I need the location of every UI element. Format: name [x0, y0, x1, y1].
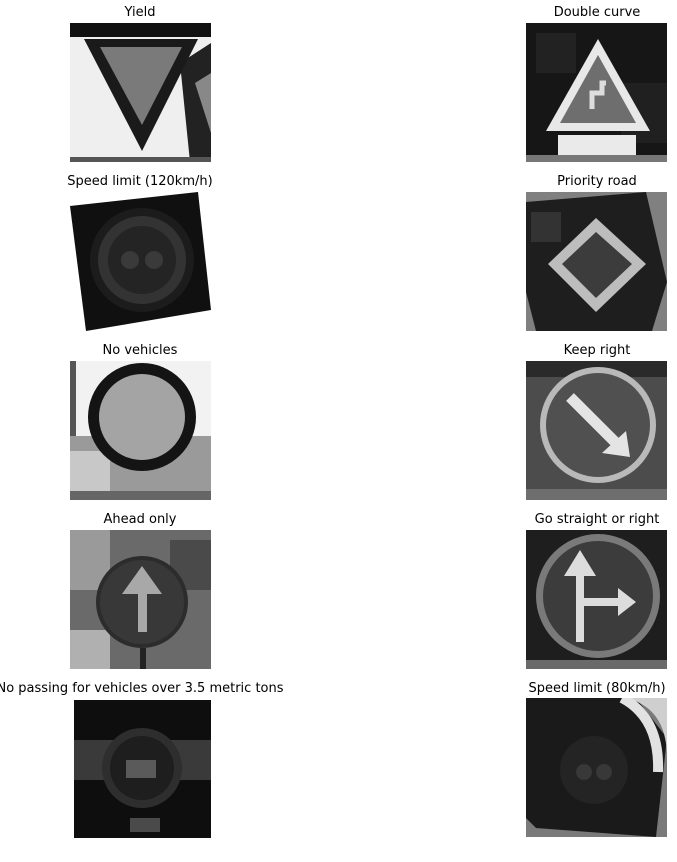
panel-title: Speed limit (80km/h): [528, 681, 666, 696]
panel-title: No vehicles: [102, 343, 178, 358]
panel-title: Priority road: [557, 174, 637, 189]
ahead-only-sign-image: [70, 530, 211, 669]
yield-sign-image: [70, 23, 211, 162]
double-curve-sign-image: [526, 23, 667, 162]
panel-title: Speed limit (120km/h): [67, 174, 213, 189]
panel-title: No passing for vehicles over 3.5 metric …: [0, 681, 284, 696]
go-straight-or-right-sign-image: [526, 530, 667, 669]
no-passing-heavy-vehicles-sign-image: [74, 700, 211, 838]
panel-title: Yield: [124, 5, 156, 20]
panel-title: Keep right: [563, 343, 631, 358]
priority-road-sign-image: [526, 192, 667, 331]
speed-limit-80-sign-image: [526, 698, 667, 837]
keep-right-sign-image: [526, 361, 667, 500]
speed-limit-120-sign-image: [70, 192, 211, 331]
panel-title: Go straight or right: [534, 512, 660, 527]
panel-title: Ahead only: [103, 512, 177, 527]
panel-title: Double curve: [553, 5, 641, 20]
no-vehicles-sign-image: [70, 361, 211, 500]
